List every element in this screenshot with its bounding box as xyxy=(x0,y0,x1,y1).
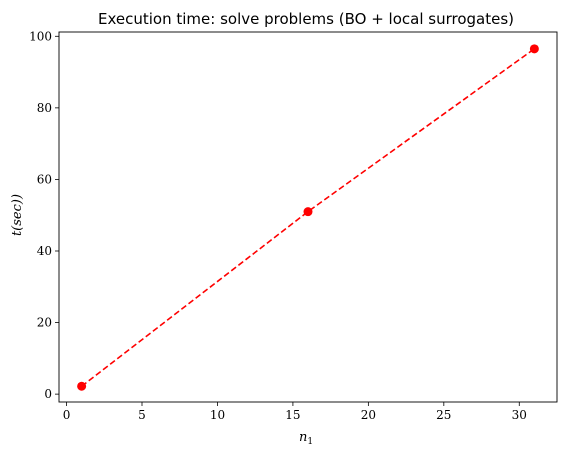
y-tick-label: 100 xyxy=(29,29,52,43)
y-tick-label: 80 xyxy=(37,101,52,115)
x-tick-label: 20 xyxy=(361,408,376,422)
x-tick-label: 25 xyxy=(436,408,451,422)
x-tick-label: 0 xyxy=(63,408,71,422)
y-axis-label: t(sec)) xyxy=(10,194,25,236)
x-axis-label-sub: 1 xyxy=(307,437,313,447)
x-tick-label: 30 xyxy=(512,408,527,422)
y-tick-label: 60 xyxy=(37,172,52,186)
chart-title: Execution time: solve problems (BO + loc… xyxy=(98,10,514,28)
x-tick-label: 10 xyxy=(210,408,225,422)
y-tick-label: 0 xyxy=(44,387,52,401)
plot-area xyxy=(58,31,558,403)
y-axis: 0 20 40 60 80 100 xyxy=(29,29,59,401)
series-line xyxy=(81,48,535,387)
series-layer xyxy=(77,44,539,391)
x-axis: 0 5 10 15 20 25 30 xyxy=(63,402,527,422)
x-axis-label-main: n xyxy=(299,430,307,445)
data-point xyxy=(303,207,313,217)
data-point xyxy=(77,381,87,391)
y-tick-label: 40 xyxy=(37,244,52,258)
x-tick-label: 15 xyxy=(285,408,300,422)
y-tick-label: 20 xyxy=(37,316,52,330)
x-tick-label: 5 xyxy=(138,408,146,422)
x-axis-label: n1 xyxy=(299,430,313,447)
data-point xyxy=(529,44,539,54)
